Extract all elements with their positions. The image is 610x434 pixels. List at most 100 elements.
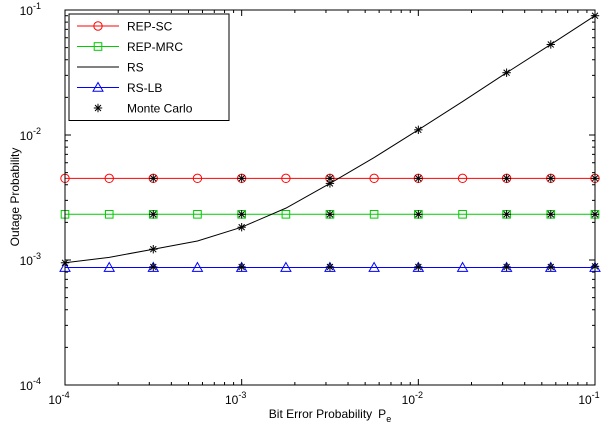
data-point-monte-carlo [414,125,423,135]
x-axis-label-subscript: e [386,414,391,424]
data-point-rep-sc [457,173,468,184]
data-point-monte-carlo [502,210,511,219]
data-point-rep-mrc [193,210,202,219]
asterisk-stroke [503,263,510,271]
legend-marker [93,42,103,51]
data-point-monte-carlo [237,262,246,272]
y-tick-label-base: 10 [20,379,34,393]
data-point-monte-carlo [237,222,246,232]
data-point-monte-carlo [414,210,423,219]
legend-label: RS [127,61,144,75]
data-point-rep-mrc [458,210,467,219]
data-point-monte-carlo [325,262,335,272]
legend-entry-rep-sc: REP-SC [77,20,173,34]
x-tick-label-base: 10 [578,393,592,407]
data-point-rs-lb [368,261,380,272]
data-point-rep-sc [281,173,291,184]
data-point-monte-carlo [149,262,158,272]
data-point-rs-lb [280,261,292,272]
asterisk-stroke [547,263,555,271]
asterisk-stroke [503,69,510,77]
asterisk-stroke [415,210,422,218]
asterisk-stroke [238,223,245,231]
asterisk-stroke [238,210,245,218]
x-axis-label: Bit Error Probability Pe [269,407,391,424]
y-tick-label: 10-2 [20,126,41,143]
plot-frame [64,9,596,386]
legend-label: Monte Carlo [127,102,193,116]
x-tick-label-exp: -1 [592,390,600,400]
y-tick-label-exp: -3 [33,251,41,261]
data-point-rep-sc [192,173,203,184]
x-tick-label-exp: -2 [415,390,423,400]
data-point-monte-carlo [546,262,555,272]
x-tick-label-base: 10 [402,393,416,407]
x-tick-label-exp: -4 [62,390,70,400]
legend-label: REP-MRC [127,40,183,54]
data-point-rep-sc [104,173,114,184]
asterisk-stroke [547,175,555,182]
data-point-rs-lb [103,261,116,272]
asterisk-stroke [149,245,157,253]
y-tick-label: 10-1 [20,1,41,18]
asterisk-stroke [503,210,510,218]
y-tick-label: 10-3 [20,251,41,268]
asterisk-stroke [238,263,245,271]
legend-marker [92,81,104,92]
asterisk-stroke [326,180,334,187]
x-axis-label-symbol: P [378,407,386,421]
data-point-rs-lb [456,261,469,272]
asterisk-stroke [326,175,334,182]
asterisk-stroke [415,175,422,182]
data-point-monte-carlo [502,262,511,272]
y-tick-label-exp: -2 [33,126,41,136]
data-point-rep-sc [369,173,379,184]
asterisk-stroke [149,263,157,271]
data-point-monte-carlo [149,210,158,219]
x-tick-label-base: 10 [48,393,62,407]
data-point-monte-carlo [414,262,423,272]
x-tick-label-base: 10 [225,393,239,407]
asterisk-stroke [149,210,157,218]
data-point-monte-carlo [546,210,555,219]
asterisk-stroke [547,41,555,48]
asterisk-stroke [415,126,422,134]
tick-labels: 10-4 10-3 10-2 10-110-410-310-210-1 [20,1,600,407]
asterisk-stroke [326,263,334,271]
asterisk-stroke [238,175,245,182]
legend-entry-rs-lb: RS-LB [77,81,162,95]
data-point-monte-carlo [325,179,335,188]
legend-entry-monte-carlo: Monte Carlo [93,102,193,116]
data-point-monte-carlo [237,174,246,183]
legend-marker [93,21,103,31]
data-point-monte-carlo [149,174,158,183]
data-point-rs-lb [191,261,204,272]
x-tick-label: 10-1 [578,390,599,407]
x-tick-label: 10-4 [48,390,69,407]
y-tick-label-base: 10 [20,4,34,18]
y-tick-label-base: 10 [20,129,34,143]
asterisk-stroke [94,104,102,112]
x-tick-label: 10-2 [402,390,423,407]
x-axis-label-text: Bit Error Probability [269,407,372,421]
data-point-monte-carlo [149,245,158,254]
data-point-monte-carlo [237,210,246,219]
y-tick-label-base: 10 [20,254,34,268]
data-point-monte-carlo [502,68,511,77]
legend-label: REP-SC [127,20,173,34]
data-point-monte-carlo [502,174,511,183]
legend-marker [93,103,103,113]
data-point-monte-carlo [546,174,555,183]
data-point-monte-carlo [414,174,423,183]
legend-entry-rs: RS [77,61,144,75]
legend: REP-SC REP-MRC RS RS-LB Monte Carlo [68,13,230,121]
y-axis-label: Outage Probability [8,148,22,247]
asterisk-stroke [503,175,510,182]
y-tick-label: 10-4 [20,376,41,393]
data-point-rep-mrc [104,210,114,219]
data-point-monte-carlo [546,40,555,49]
y-tick-label-exp: -1 [33,1,41,11]
data-point-rep-mrc [281,210,291,219]
asterisk-stroke [149,175,157,182]
